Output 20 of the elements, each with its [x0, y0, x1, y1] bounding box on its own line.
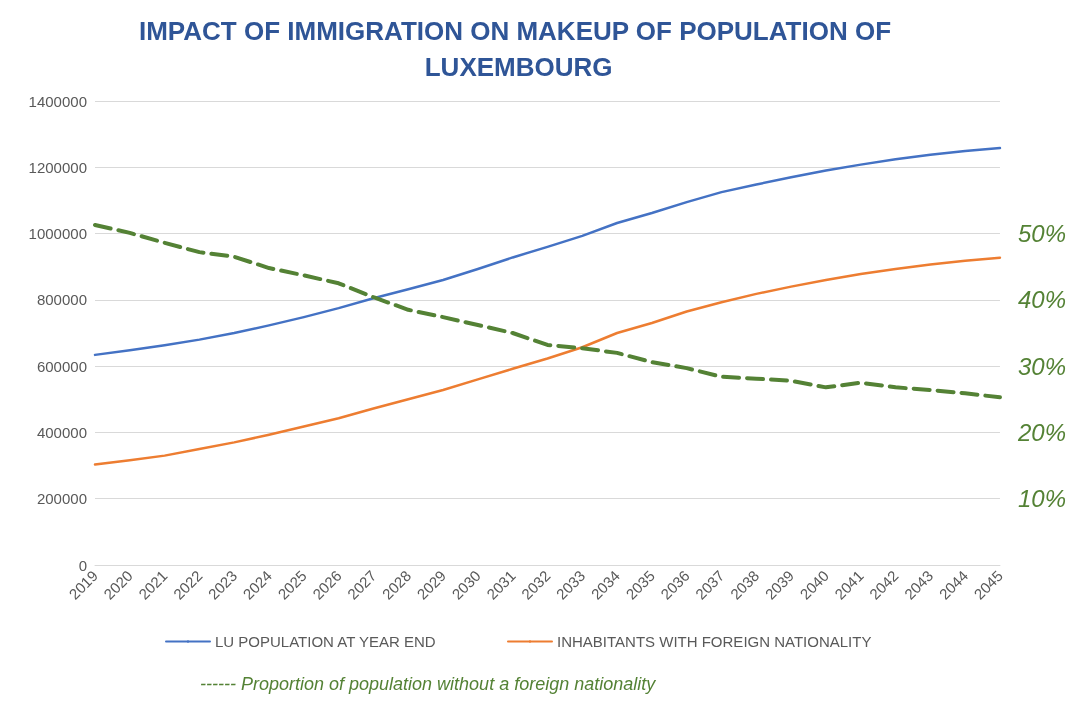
- line-series: [93, 256, 1002, 466]
- y-tick-label: 1200000: [28, 158, 87, 176]
- y2-tick-label: 20%: [1016, 418, 1067, 446]
- text: ------ Proportion of population without a foreign nationality: [200, 674, 657, 694]
- y2-tick-label: 10%: [1017, 485, 1067, 513]
- legend-label: INHABITANTS WITH FOREIGN NATIONALITY: [556, 633, 872, 650]
- y-tick-label: 600000: [36, 357, 87, 375]
- y-tick-label: 800000: [36, 291, 87, 309]
- y2-tick-label: 40%: [1017, 286, 1067, 314]
- y-tick-label: 1400000: [28, 92, 87, 110]
- line-series: [93, 146, 1002, 357]
- chart-title: IMPACT OF IMMIGRATION ON MAKEUP OF POPULATION OF LUXEMBOURG: [138, 16, 892, 82]
- y-tick-label: 1000000: [28, 225, 87, 243]
- y2-tick-label: 50%: [1017, 220, 1067, 248]
- legend-label: LU POPULATION AT YEAR END: [215, 633, 436, 650]
- y-tick-label: 0: [78, 556, 87, 574]
- line-series: [93, 222, 1002, 400]
- y2-tick-label: 30%: [1017, 352, 1067, 380]
- y-tick-label: 200000: [36, 490, 87, 508]
- y-tick-label: 400000: [36, 423, 87, 441]
